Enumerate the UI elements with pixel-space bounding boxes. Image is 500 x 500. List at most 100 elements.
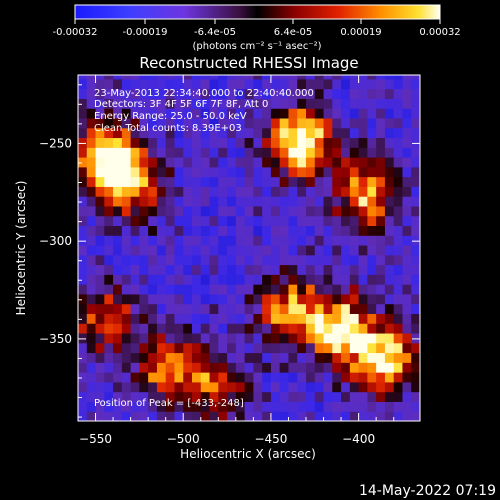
- heatmap-cell: [314, 176, 325, 187]
- heatmap-cell: [411, 381, 420, 393]
- heatmap-cell: [253, 137, 263, 148]
- heatmap-cell: [148, 313, 158, 324]
- heatmap-cell: [78, 323, 88, 334]
- heatmap-cell: [113, 323, 123, 334]
- heatmap-cell: [323, 313, 333, 324]
- heatmap-cell: [262, 352, 272, 363]
- heatmap-cell: [121, 196, 132, 207]
- heatmap-cell: [341, 88, 351, 99]
- heatmap-cell: [262, 264, 272, 275]
- heatmap-cell: [78, 411, 88, 421]
- heatmap-cell: [297, 381, 307, 393]
- plot-frame: [77, 74, 421, 422]
- heatmap-cell: [384, 284, 395, 295]
- heatmap-cell: [384, 352, 395, 363]
- heatmap-cell: [200, 401, 211, 412]
- heatmap-cell: [270, 75, 281, 80]
- heatmap-cell: [288, 411, 298, 421]
- heatmap-cell: [183, 352, 193, 363]
- heatmap-cell: [341, 372, 351, 383]
- heatmap-cell: [279, 313, 289, 324]
- heatmap-cell: [200, 186, 211, 197]
- heatmap-cell: [78, 186, 88, 197]
- heatmap-cell: [86, 225, 97, 236]
- heatmap-cell: [402, 176, 412, 187]
- heatmap-cell: [244, 401, 254, 412]
- heatmap-cell: [323, 196, 333, 207]
- heatmap-cell: [139, 176, 149, 187]
- heatmap-cell: [209, 333, 219, 344]
- heatmap-cell: [139, 98, 149, 109]
- heatmap-cell: [148, 352, 158, 363]
- heatmap-cell: [95, 157, 105, 168]
- heatmap-cell: [130, 196, 140, 207]
- heatmap-cell: [349, 411, 360, 421]
- heatmap-cell: [183, 313, 193, 324]
- colorbar-tick-label: -0.00019: [123, 27, 168, 38]
- heatmap-cell: [323, 147, 333, 158]
- heatmap-cell: [402, 333, 412, 344]
- heatmap-cell: [183, 147, 193, 158]
- heatmap-cell: [244, 254, 254, 266]
- energy-range-label: Energy Range: 25.0 - 50.0 keV: [94, 111, 247, 122]
- heatmap-cell: [200, 303, 211, 314]
- heatmap-cell: [244, 127, 254, 139]
- heatmap-cell: [235, 352, 246, 363]
- heatmap-cell: [165, 127, 175, 139]
- heatmap-cell: [104, 362, 114, 373]
- heatmap-cell: [209, 186, 219, 197]
- heatmap-cell: [262, 372, 272, 383]
- heatmap-cell: [218, 381, 228, 393]
- heatmap-cell: [209, 313, 219, 324]
- heatmap-cell: [200, 157, 211, 168]
- heatmap-cell: [270, 352, 281, 363]
- heatmap-cell: [314, 342, 325, 354]
- heatmap-cell: [95, 372, 105, 383]
- detectors-label: Detectors: 3F 4F 5F 6F 7F 8F, Att 0: [94, 99, 268, 110]
- heatmap-cell: [384, 313, 395, 324]
- heatmap-cell: [86, 264, 97, 275]
- heatmap-cell: [156, 186, 167, 197]
- heatmap-cell: [323, 284, 333, 295]
- heatmap-cell: [393, 342, 403, 354]
- heatmap-cell: [192, 215, 202, 227]
- heatmap-cell: [200, 108, 211, 119]
- heatmap-cell: [130, 215, 140, 227]
- heatmap-cell: [402, 401, 412, 412]
- heatmap-cell: [95, 78, 105, 90]
- heatmap-cell: [341, 118, 351, 129]
- heatmap-cell: [306, 372, 316, 383]
- heatmap-cell: [244, 381, 254, 393]
- heatmap-cell: [270, 274, 281, 285]
- heatmap-cell: [86, 245, 97, 256]
- heatmap-cell: [341, 323, 351, 334]
- heatmap-cell: [358, 264, 368, 275]
- heatmap-cell: [376, 362, 386, 373]
- heatmap-cell: [297, 274, 307, 285]
- heatmap-cell: [113, 401, 123, 412]
- clean-counts-label: Clean Total counts: 8.39E+03: [94, 123, 242, 134]
- heatmap-cell: [358, 362, 368, 373]
- heatmap-cell: [104, 313, 114, 324]
- heatmap-cell: [384, 245, 395, 256]
- heatmap-cell: [411, 137, 420, 148]
- heatmap-cell: [253, 196, 263, 207]
- heatmap-cell: [253, 372, 263, 383]
- heatmap-cell: [262, 88, 272, 99]
- heatmap-cell: [244, 303, 254, 314]
- heatmap-cell: [358, 352, 368, 363]
- heatmap-cell: [367, 411, 377, 421]
- heatmap-cell: [183, 196, 193, 207]
- heatmap-cell: [200, 215, 211, 227]
- heatmap-cell: [306, 215, 316, 227]
- heatmap-cell: [156, 391, 167, 402]
- heatmap-cell: [376, 411, 386, 421]
- heatmap-cell: [78, 235, 88, 246]
- heatmap-cell: [341, 245, 351, 256]
- heatmap-cell: [358, 98, 368, 109]
- heatmap-cell: [113, 78, 123, 90]
- heatmap-cell: [95, 235, 105, 246]
- heatmap-cell: [270, 284, 281, 295]
- heatmap-cell: [288, 196, 298, 207]
- heatmap-cell: [86, 313, 97, 324]
